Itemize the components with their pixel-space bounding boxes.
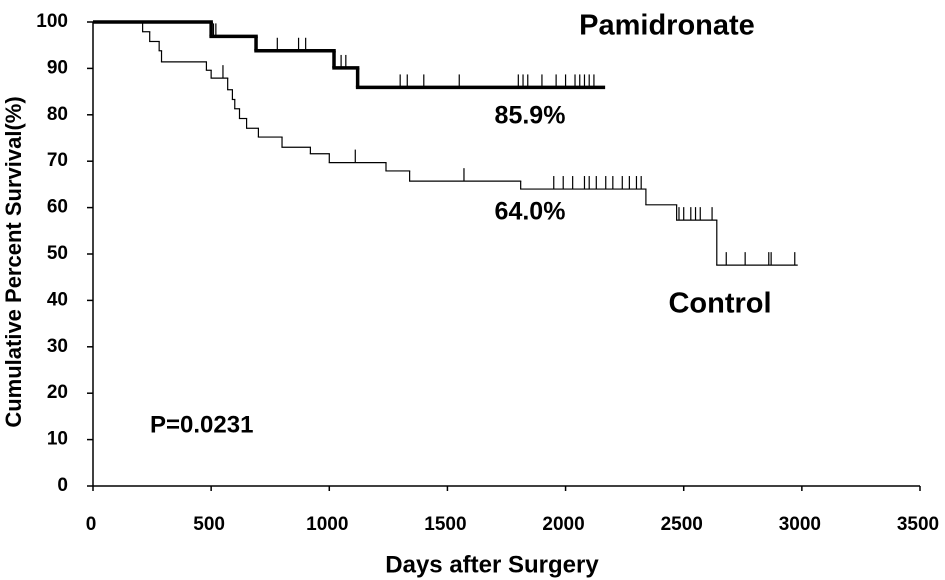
y-tick-label: 70	[47, 150, 68, 171]
series-label: Pamidronate	[579, 10, 755, 42]
x-tick-label: 2500	[661, 514, 703, 535]
y-tick-label: 100	[36, 11, 68, 32]
y-tick-label: 50	[47, 243, 68, 264]
y-tick-label: 60	[47, 197, 68, 218]
y-tick-label: 10	[47, 429, 68, 450]
x-tick-label: 2000	[542, 514, 584, 535]
y-tick-label: 0	[57, 475, 68, 496]
y-tick-label: 80	[47, 104, 68, 125]
y-tick-label: 30	[47, 336, 68, 357]
x-tick-label: 500	[193, 514, 225, 535]
x-axis-title: Days after Surgery	[385, 551, 599, 578]
x-tick-label: 1000	[306, 514, 348, 535]
value-label: 64.0%	[495, 198, 566, 226]
annotation: P=0.0231	[150, 411, 253, 438]
series-label: Control	[668, 288, 771, 320]
x-tick-label: 3500	[897, 514, 939, 535]
x-tick-label: 0	[86, 514, 97, 535]
value-label: 85.9%	[495, 102, 566, 130]
x-tick-label: 1500	[424, 514, 466, 535]
y-axis-title: Cumulative Percent Survival(%)	[1, 96, 26, 427]
x-tick-label: 3000	[779, 514, 821, 535]
y-tick-label: 90	[47, 57, 68, 78]
y-tick-label: 20	[47, 382, 68, 403]
y-tick-label: 40	[47, 289, 68, 310]
